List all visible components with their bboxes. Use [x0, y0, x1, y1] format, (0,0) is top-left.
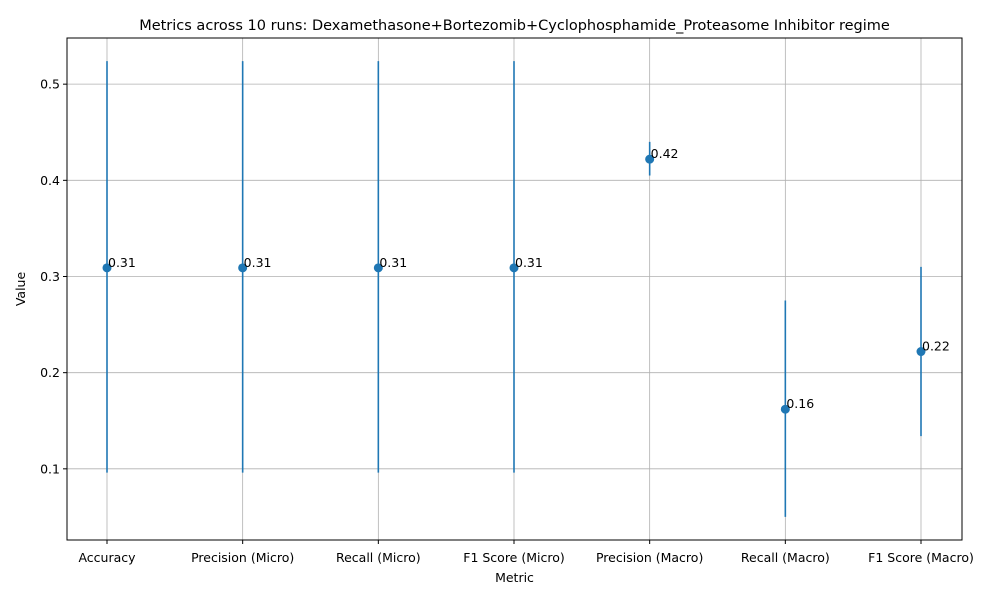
x-axis-label: Metric [495, 570, 534, 585]
data-point [916, 347, 926, 357]
y-tick-label: 0.5 [40, 77, 60, 92]
data-point [509, 263, 519, 273]
data-point [102, 263, 112, 273]
x-tick-label: F1 Score (Macro) [868, 550, 974, 565]
y-tick-label: 0.1 [40, 461, 60, 476]
data-label: 0.16 [786, 396, 814, 411]
x-tick-label: Precision (Macro) [596, 550, 703, 565]
data-points [102, 154, 926, 414]
y-axis-ticks: 0.1 0.2 0.3 0.4 0.5 [40, 77, 67, 476]
data-label: 0.31 [379, 255, 407, 270]
y-tick-label: 0.4 [40, 173, 60, 188]
data-labels: 0.31 0.31 0.31 0.31 0.42 0.16 0.22 [108, 146, 950, 411]
y-axis-label: Value [13, 272, 28, 307]
data-label: 0.42 [651, 146, 679, 161]
data-label: 0.31 [515, 255, 543, 270]
data-point [373, 263, 383, 273]
y-tick-label: 0.3 [40, 269, 60, 284]
x-tick-label: F1 Score (Micro) [463, 550, 565, 565]
data-label: 0.31 [108, 255, 136, 270]
data-point [780, 404, 790, 414]
data-point [238, 263, 248, 273]
x-tick-label: Accuracy [78, 550, 136, 565]
x-tick-label: Precision (Micro) [191, 550, 294, 565]
chart-title: Metrics across 10 runs: Dexamethasone+Bo… [139, 18, 890, 34]
x-tick-label: Recall (Micro) [336, 550, 421, 565]
data-label: 0.31 [244, 255, 272, 270]
data-label: 0.22 [922, 339, 950, 354]
error-bars [106, 61, 922, 517]
data-point [645, 154, 655, 164]
y-tick-label: 0.2 [40, 365, 60, 380]
x-axis-ticks: Accuracy Precision (Micro) Recall (Micro) F… [78, 540, 974, 565]
x-tick-label: Recall (Macro) [741, 550, 830, 565]
